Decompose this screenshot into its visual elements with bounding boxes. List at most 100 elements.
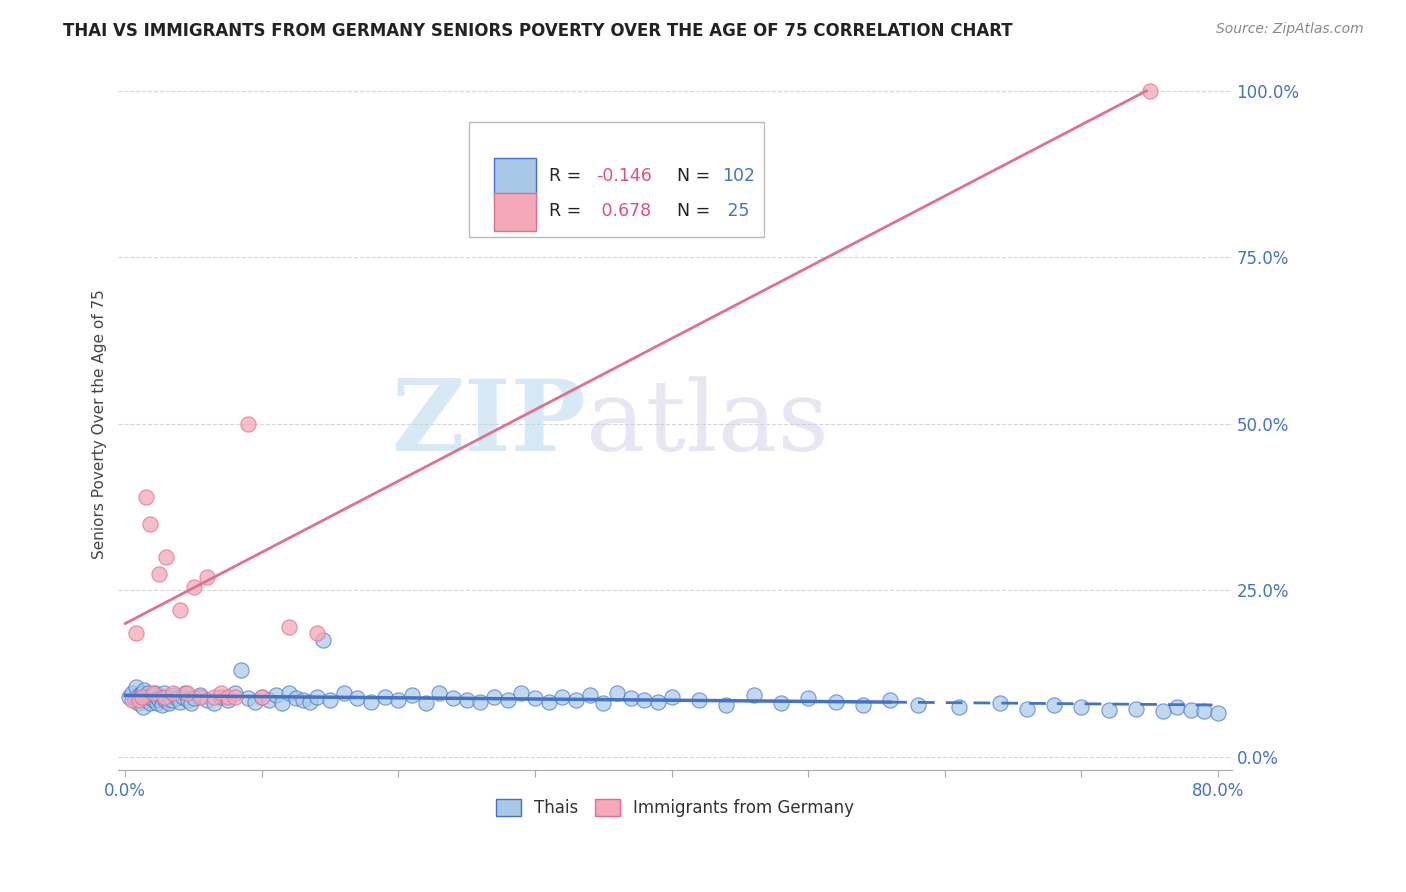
Point <box>948 699 970 714</box>
Point <box>537 695 560 709</box>
Point <box>183 691 205 706</box>
Point <box>118 690 141 704</box>
Point <box>224 690 246 704</box>
Point <box>291 693 314 707</box>
Point <box>136 690 159 704</box>
Point <box>524 691 547 706</box>
Point <box>238 417 260 431</box>
Point <box>250 690 273 704</box>
Point <box>1166 699 1188 714</box>
Point <box>1194 705 1216 719</box>
Point <box>169 603 191 617</box>
Point <box>824 695 846 709</box>
Point <box>305 690 328 704</box>
Point <box>988 697 1011 711</box>
Text: N =: N = <box>678 168 716 186</box>
Point <box>146 691 169 706</box>
Point <box>121 693 143 707</box>
Point <box>128 689 150 703</box>
Point <box>202 697 225 711</box>
Point <box>606 686 628 700</box>
Point <box>217 690 239 704</box>
Point <box>278 686 301 700</box>
Point <box>131 690 153 704</box>
Point <box>131 686 153 700</box>
Point <box>716 698 738 712</box>
Point <box>510 686 533 700</box>
Point <box>879 693 901 707</box>
Point <box>238 691 260 706</box>
Point <box>155 549 177 564</box>
Point <box>769 697 792 711</box>
Point <box>162 686 184 700</box>
Bar <box>494 159 536 196</box>
Text: 25: 25 <box>721 202 749 220</box>
Point <box>243 695 266 709</box>
Point <box>797 691 820 706</box>
Point <box>121 686 143 700</box>
Point <box>155 691 177 706</box>
Point <box>217 693 239 707</box>
Point <box>565 693 588 707</box>
Point <box>134 683 156 698</box>
Point <box>125 626 148 640</box>
Point <box>456 693 478 707</box>
Point <box>177 693 200 707</box>
Point <box>209 686 232 700</box>
Point <box>620 691 643 706</box>
Point <box>143 686 166 700</box>
Point <box>143 693 166 707</box>
Point <box>1206 706 1229 721</box>
Point <box>319 693 342 707</box>
Point <box>129 691 152 706</box>
Text: -0.146: -0.146 <box>596 168 652 186</box>
Text: ZIP: ZIP <box>391 376 586 472</box>
Point <box>333 686 356 700</box>
Point <box>209 690 232 704</box>
Point <box>1070 699 1092 714</box>
Point <box>374 690 396 704</box>
Point <box>176 686 198 700</box>
Text: N =: N = <box>678 202 716 220</box>
Text: R =: R = <box>550 202 588 220</box>
Point <box>148 566 170 581</box>
Point <box>169 695 191 709</box>
FancyBboxPatch shape <box>470 122 763 236</box>
Point <box>441 691 464 706</box>
Point <box>305 626 328 640</box>
Point <box>127 697 149 711</box>
Point <box>1043 698 1066 712</box>
Point <box>160 693 183 707</box>
Point <box>415 697 437 711</box>
Point <box>312 633 335 648</box>
Point <box>257 693 280 707</box>
Legend: Thais, Immigrants from Germany: Thais, Immigrants from Germany <box>489 792 860 824</box>
Point <box>1098 703 1121 717</box>
Point <box>128 693 150 707</box>
Point <box>688 693 710 707</box>
Point <box>633 693 655 707</box>
Point <box>183 580 205 594</box>
Point <box>250 690 273 704</box>
Point <box>148 693 170 707</box>
Text: atlas: atlas <box>586 376 828 472</box>
Point <box>224 686 246 700</box>
Point <box>298 695 321 709</box>
Point <box>1139 84 1161 98</box>
Point <box>135 490 157 504</box>
Point <box>195 693 218 707</box>
Point <box>150 698 173 712</box>
Point <box>149 690 172 704</box>
Point <box>231 663 253 677</box>
Point <box>139 516 162 531</box>
Text: 0.678: 0.678 <box>596 202 651 220</box>
Point <box>152 686 174 700</box>
Point <box>852 698 875 712</box>
Point <box>141 691 163 706</box>
Point <box>661 690 683 704</box>
Point <box>1152 705 1174 719</box>
Point <box>142 686 165 700</box>
Point <box>346 691 368 706</box>
Text: Source: ZipAtlas.com: Source: ZipAtlas.com <box>1216 22 1364 37</box>
Bar <box>494 193 536 231</box>
